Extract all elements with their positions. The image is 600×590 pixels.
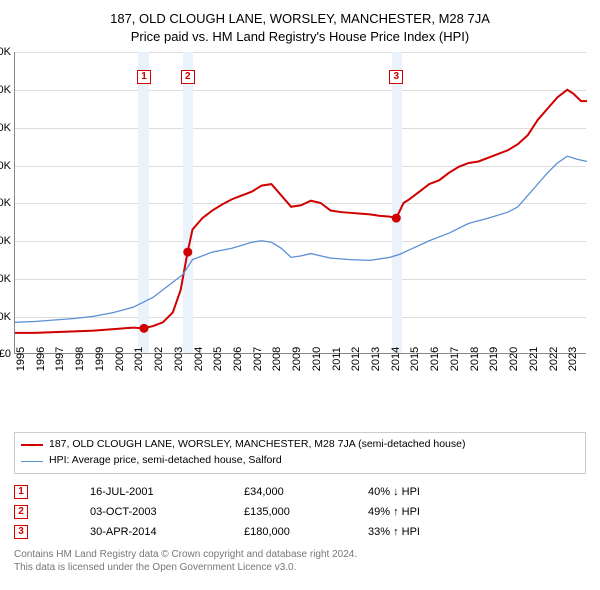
plot-area: £0£50K£100K£150K£200K£250K£300K£350K£400… <box>14 52 586 354</box>
transaction-row: 1 16-JUL-2001 £34,000 40% ↓ HPI <box>14 482 586 502</box>
sale-dot <box>392 214 401 223</box>
y-tick-label: £150K <box>0 235 11 247</box>
legend-row-property: 187, OLD CLOUGH LANE, WORSLEY, MANCHESTE… <box>21 437 579 453</box>
transaction-marker: 1 <box>14 485 28 499</box>
transaction-row: 3 30-APR-2014 £180,000 33% ↑ HPI <box>14 522 586 542</box>
legend-swatch-hpi <box>21 461 43 462</box>
sale-dot <box>183 248 192 257</box>
footer-line-2: This data is licensed under the Open Gov… <box>14 561 586 574</box>
transaction-diff: 33% ↑ HPI <box>368 526 488 538</box>
transaction-diff: 49% ↑ HPI <box>368 506 488 518</box>
transaction-price: £135,000 <box>244 506 344 518</box>
y-tick-label: £0 <box>0 348 11 360</box>
y-tick-label: £250K <box>0 160 11 172</box>
title-line-2: Price paid vs. HM Land Registry's House … <box>14 28 586 46</box>
footer: Contains HM Land Registry data © Crown c… <box>14 548 586 574</box>
legend-label-property: 187, OLD CLOUGH LANE, WORSLEY, MANCHESTE… <box>49 437 465 453</box>
series-hpi <box>15 157 587 323</box>
chart-area: £0£50K£100K£150K£200K£250K£300K£350K£400… <box>14 52 586 392</box>
y-tick-label: £50K <box>0 311 11 323</box>
series-property <box>15 90 587 333</box>
legend-swatch-property <box>21 444 43 446</box>
transaction-price: £34,000 <box>244 486 344 498</box>
legend: 187, OLD CLOUGH LANE, WORSLEY, MANCHESTE… <box>14 432 586 474</box>
sale-dot <box>139 324 148 333</box>
transaction-row: 2 03-OCT-2003 £135,000 49% ↑ HPI <box>14 502 586 522</box>
transaction-date: 16-JUL-2001 <box>90 486 220 498</box>
sale-marker-box: 2 <box>181 70 195 84</box>
legend-row-hpi: HPI: Average price, semi-detached house,… <box>21 453 579 469</box>
y-tick-label: £200K <box>0 197 11 209</box>
y-tick-label: £400K <box>0 46 11 58</box>
transaction-price: £180,000 <box>244 526 344 538</box>
y-tick-label: £350K <box>0 84 11 96</box>
transaction-date: 03-OCT-2003 <box>90 506 220 518</box>
transaction-table: 1 16-JUL-2001 £34,000 40% ↓ HPI 2 03-OCT-2003… <box>14 482 586 542</box>
sale-marker-box: 1 <box>137 70 151 84</box>
legend-label-hpi: HPI: Average price, semi-detached house,… <box>49 453 282 469</box>
transaction-date: 30-APR-2014 <box>90 526 220 538</box>
footer-line-1: Contains HM Land Registry data © Crown c… <box>14 548 586 561</box>
title-line-1: 187, OLD CLOUGH LANE, WORSLEY, MANCHESTE… <box>14 10 586 28</box>
chart-svg <box>15 52 587 354</box>
sale-marker-box: 3 <box>389 70 403 84</box>
transaction-marker: 3 <box>14 525 28 539</box>
transaction-diff: 40% ↓ HPI <box>368 486 488 498</box>
y-tick-label: £300K <box>0 122 11 134</box>
transaction-marker: 2 <box>14 505 28 519</box>
chart-title: 187, OLD CLOUGH LANE, WORSLEY, MANCHESTE… <box>14 10 586 46</box>
y-tick-label: £100K <box>0 273 11 285</box>
